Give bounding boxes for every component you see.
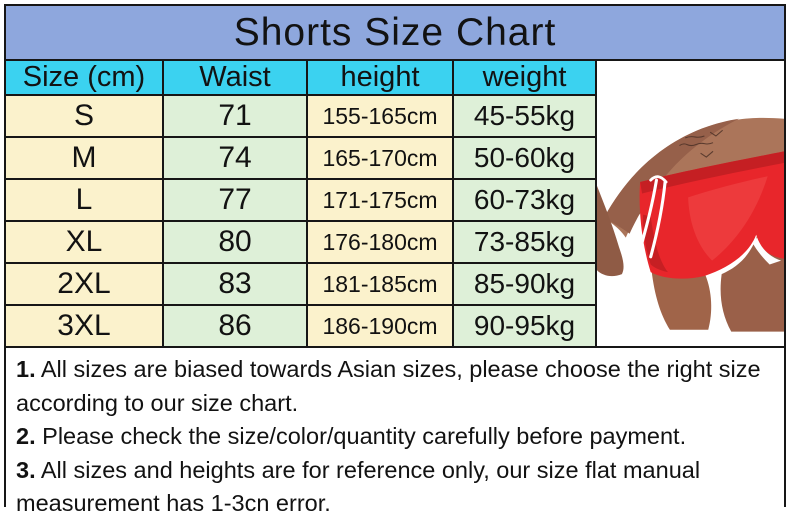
note-3-text: All sizes and heights are for reference … [16, 456, 701, 517]
table-header-row: Size (cm) Waist height weight [6, 61, 597, 96]
size-table: Size (cm) Waist height weight S 71 155-1… [6, 61, 597, 346]
table-row: S 71 155-165cm 45-55kg [6, 93, 597, 139]
size-cell: 2XL [6, 262, 164, 307]
table-row: 2XL 83 181-185cm 85-90kg [6, 262, 597, 307]
waist-cell: 86 [162, 304, 308, 346]
waist-cell: 77 [162, 178, 308, 223]
note-1-text: All sizes are biased towards Asian sizes… [16, 356, 761, 416]
table-row: XL 80 176-180cm 73-85kg [6, 220, 597, 265]
header-weight: weight [452, 61, 597, 96]
size-cell: XL [6, 220, 164, 265]
note-3-number: 3. [16, 456, 36, 483]
header-height: height [306, 61, 454, 96]
height-cell: 171-175cm [306, 178, 454, 223]
height-cell: 181-185cm [306, 262, 454, 307]
header-waist: Waist [162, 61, 308, 96]
size-chart-card: Shorts Size Chart Size (cm) Waist height… [4, 4, 786, 521]
height-cell: 186-190cm [306, 304, 454, 346]
waist-cell: 74 [162, 136, 308, 181]
note-2-number: 2. [16, 423, 36, 449]
height-cell: 176-180cm [306, 220, 454, 265]
waist-cell: 71 [162, 93, 308, 139]
height-cell: 155-165cm [306, 93, 454, 139]
note-3: 3. All sizes and heights are for referenc… [16, 454, 774, 521]
note-2-text: Please check the size/color/quantity car… [42, 423, 687, 449]
note-1: 1. All sizes are biased towards Asian siz… [16, 353, 774, 420]
chart-content: Size (cm) Waist height weight S 71 155-1… [6, 61, 784, 348]
table-row: 3XL 86 186-190cm 90-95kg [6, 304, 597, 346]
size-cell: 3XL [6, 304, 164, 346]
note-1-number: 1. [16, 356, 36, 382]
waist-cell: 83 [162, 262, 308, 307]
waist-cell: 80 [162, 220, 308, 265]
weight-cell: 85-90kg [452, 262, 597, 307]
weight-cell: 90-95kg [452, 304, 597, 346]
table-row: L 77 171-175cm 60-73kg [6, 178, 597, 223]
header-size: Size (cm) [6, 61, 164, 96]
size-cell: S [6, 93, 164, 139]
weight-cell: 60-73kg [452, 178, 597, 223]
weight-cell: 73-85kg [452, 220, 597, 265]
notes-box: 1. All sizes are biased towards Asian siz… [6, 348, 784, 521]
table-row: M 74 165-170cm 50-60kg [6, 136, 597, 181]
weight-cell: 45-55kg [452, 93, 597, 139]
red-shorts-photo-illustration [597, 117, 784, 332]
height-cell: 165-170cm [306, 136, 454, 181]
product-photo [597, 61, 784, 346]
weight-cell: 50-60kg [452, 136, 597, 181]
size-cell: M [6, 136, 164, 181]
page-title: Shorts Size Chart [6, 6, 784, 61]
size-cell: L [6, 178, 164, 223]
note-2: 2. Please check the size/color/quantity c… [16, 420, 774, 454]
